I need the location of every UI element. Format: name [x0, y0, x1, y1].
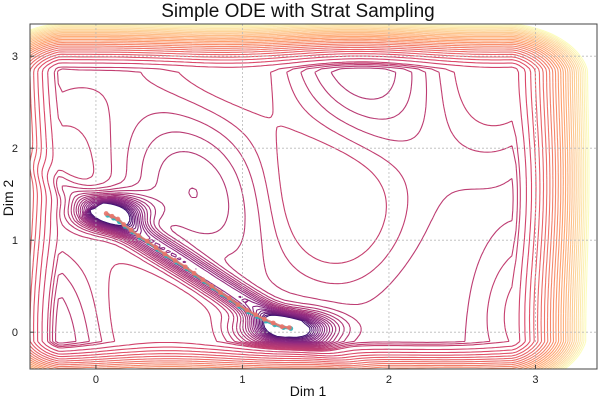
- x-axis-label: Dim 1: [290, 383, 327, 399]
- trajectory-point: [235, 302, 241, 307]
- trajectory-point: [128, 227, 134, 233]
- contour-line: [30, 40, 559, 369]
- trajectory-point: [144, 238, 150, 244]
- trajectory-point: [244, 307, 250, 313]
- x-tick-label: 0: [93, 374, 99, 386]
- contour-line: [30, 28, 579, 369]
- axes: 0 1 2 3 0 1 2 3: [12, 23, 598, 386]
- x-tick-label: 3: [532, 374, 538, 386]
- contour-line: [30, 45, 551, 367]
- contour-line: [33, 53, 537, 359]
- contour-line: [30, 41, 557, 369]
- contour-line: [30, 46, 548, 365]
- trajectory-point: [191, 270, 197, 276]
- contour-line: [30, 35, 567, 369]
- trajectory-point: [103, 211, 109, 216]
- contour-line: [30, 24, 585, 369]
- contour-line: [51, 64, 514, 350]
- contour-line: [30, 48, 545, 363]
- plot-frame: [29, 23, 598, 370]
- trajectory-point: [286, 325, 292, 330]
- trajectory-point: [172, 258, 178, 263]
- contour-line: [30, 37, 564, 369]
- contour-line: [41, 58, 527, 355]
- y-axis-label: Dim 2: [0, 180, 16, 217]
- trajectory-point: [218, 290, 223, 296]
- contour-line: [70, 67, 397, 349]
- trajectory-point: [226, 295, 232, 301]
- contour-line: [49, 62, 518, 351]
- contour-line: [86, 200, 319, 342]
- plot-area: [30, 24, 597, 369]
- contour-line: [30, 34, 569, 369]
- contour-line: [30, 27, 581, 369]
- contour-line: [30, 38, 562, 369]
- trajectory-point: [136, 233, 141, 239]
- trajectory-point: [182, 264, 188, 270]
- y-tick-label: 2: [12, 143, 18, 155]
- y-tick-label: 0: [12, 327, 18, 339]
- trajectory-point: [200, 277, 206, 283]
- x-tick-label: 2: [386, 374, 392, 386]
- trajectory-point: [162, 251, 168, 257]
- y-tick-label: 3: [12, 51, 18, 63]
- contour-line: [75, 193, 341, 347]
- contour-line: [30, 31, 573, 369]
- trajectory-point: [253, 312, 259, 318]
- contour-line: [30, 50, 541, 361]
- chart-title: Simple ODE with Strat Sampling: [161, 1, 435, 22]
- trajectory-point: [279, 324, 285, 330]
- trajectory-point: [270, 320, 276, 326]
- contour-line: [46, 61, 521, 352]
- trajectory-point: [153, 245, 159, 250]
- contour-line: [55, 65, 413, 350]
- contour-line: [77, 194, 337, 347]
- contour-line: [37, 55, 533, 357]
- contour-line: [73, 187, 345, 348]
- trajectory-point: [115, 216, 121, 222]
- contour-line: [30, 43, 554, 368]
- trajectory-point: [262, 316, 267, 322]
- y-tick-label: 1: [12, 235, 18, 247]
- x-tick-label: 1: [239, 374, 245, 386]
- trajectory-point: [109, 213, 115, 219]
- trajectory-point: [209, 283, 215, 289]
- trajectory-point: [121, 222, 127, 227]
- contour-line: [81, 196, 331, 345]
